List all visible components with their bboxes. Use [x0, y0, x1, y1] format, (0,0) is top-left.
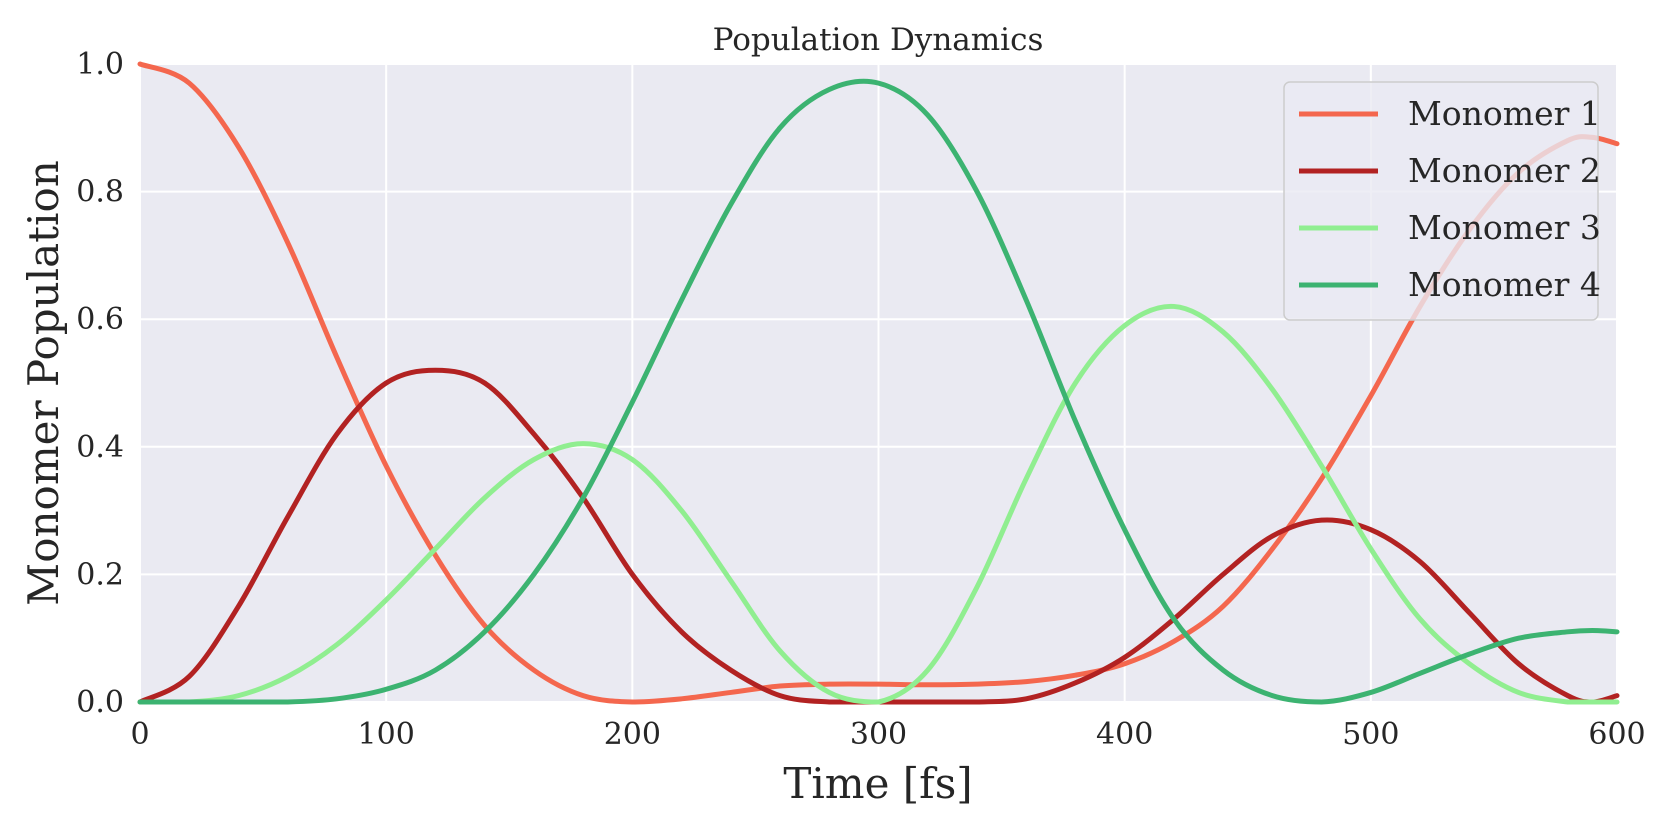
- x-tick-label: 500: [1342, 717, 1399, 752]
- legend-label-4: Monomer 4: [1408, 265, 1601, 304]
- y-tick-label: 0.4: [76, 430, 124, 465]
- series-line-3: [137, 303, 1620, 705]
- x-axis-ticks: 0 100 200 300 400 500 600: [130, 717, 1645, 752]
- chart-title: Population Dynamics: [713, 22, 1044, 58]
- y-tick-label: 0.0: [76, 685, 124, 720]
- y-tick-label: 0.8: [76, 175, 124, 210]
- legend-label-2: Monomer 2: [1408, 151, 1601, 190]
- legend-box: [1283, 81, 1599, 321]
- x-tick-label: 600: [1588, 717, 1645, 752]
- x-tick-label: 100: [358, 717, 415, 752]
- series-line-4: [137, 78, 1620, 705]
- y-axis-title: Monomer Population: [19, 160, 68, 606]
- y-tick-label: 1.0: [76, 47, 124, 82]
- legend-label-1: Monomer 1: [1408, 94, 1601, 133]
- series-line-1: [137, 61, 1620, 705]
- y-tick-label: 0.6: [76, 302, 124, 337]
- x-tick-label: 300: [850, 717, 907, 752]
- y-axis-ticks: 0.0 0.2 0.4 0.6 0.8 1.0: [76, 47, 124, 720]
- legend-label-3: Monomer 3: [1408, 208, 1601, 247]
- legend: Monomer 1 Monomer 2 Monomer 3 Monomer 4: [1283, 81, 1601, 321]
- x-axis-title: Time [fs]: [783, 759, 972, 808]
- x-tick-label: 0: [130, 717, 149, 752]
- x-tick-label: 400: [1096, 717, 1153, 752]
- x-tick-label: 200: [604, 717, 661, 752]
- y-tick-label: 0.2: [76, 557, 124, 592]
- series-lines: [137, 61, 1620, 705]
